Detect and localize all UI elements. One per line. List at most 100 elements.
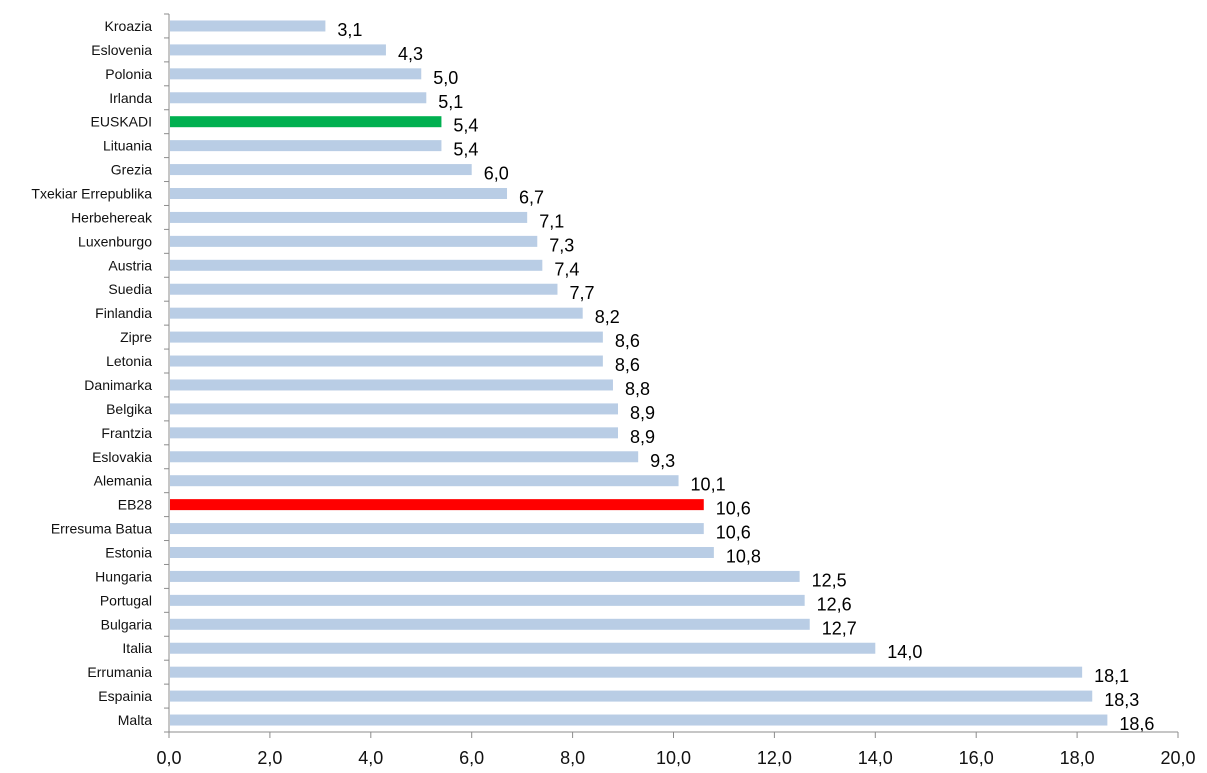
category-label: Polonia bbox=[105, 66, 152, 82]
data-label: 8,9 bbox=[630, 403, 655, 423]
category-label: Grezia bbox=[111, 162, 152, 178]
bar-erresuma-batua bbox=[170, 523, 704, 535]
bar-luxenburgo bbox=[170, 235, 538, 247]
category-label: Danimarka bbox=[84, 377, 152, 393]
bar-hungaria bbox=[170, 570, 800, 582]
data-label: 8,6 bbox=[615, 331, 640, 351]
bar-alemania bbox=[170, 475, 679, 487]
bar-italia bbox=[170, 642, 876, 654]
data-label: 14,0 bbox=[887, 642, 922, 662]
data-label: 6,7 bbox=[519, 188, 544, 208]
bar-bulgaria bbox=[170, 618, 810, 630]
data-label: 5,4 bbox=[453, 140, 478, 160]
data-label: 7,3 bbox=[549, 235, 574, 255]
category-label: Belgika bbox=[106, 401, 152, 417]
bar-malta bbox=[170, 714, 1108, 726]
x-tick-label: 4,0 bbox=[358, 748, 383, 768]
category-label: Suedia bbox=[108, 281, 152, 297]
x-tick-label: 12,0 bbox=[757, 748, 792, 768]
bar-lituania bbox=[170, 140, 442, 152]
bar-austria bbox=[170, 259, 543, 271]
data-label: 9,3 bbox=[650, 451, 675, 471]
bar-frantzia bbox=[170, 427, 618, 439]
bar-suedia bbox=[170, 283, 558, 295]
bar-eslovenia bbox=[170, 44, 386, 56]
bar-irlanda bbox=[170, 92, 427, 104]
data-label: 8,9 bbox=[630, 427, 655, 447]
category-label: EB28 bbox=[118, 497, 152, 513]
data-label: 12,7 bbox=[822, 618, 857, 638]
data-label: 10,8 bbox=[726, 547, 761, 567]
data-label: 6,0 bbox=[484, 164, 509, 184]
category-label: Letonia bbox=[106, 353, 152, 369]
category-label: Austria bbox=[108, 257, 152, 273]
bar-errumania bbox=[170, 666, 1083, 678]
category-label: Luxenburgo bbox=[78, 233, 152, 249]
data-label: 8,2 bbox=[595, 307, 620, 327]
category-label: Estonia bbox=[105, 545, 152, 561]
data-label: 5,0 bbox=[433, 68, 458, 88]
category-label: Zipre bbox=[120, 329, 152, 345]
category-label: Italia bbox=[122, 640, 152, 656]
category-label: Portugal bbox=[100, 592, 152, 608]
category-label: Eslovenia bbox=[91, 42, 152, 58]
category-label: Frantzia bbox=[101, 425, 152, 441]
data-label: 18,6 bbox=[1119, 714, 1154, 734]
category-label: Txekiar Errepublika bbox=[31, 186, 152, 202]
x-tick-label: 6,0 bbox=[459, 748, 484, 768]
bar-finlandia bbox=[170, 307, 583, 319]
data-label: 5,1 bbox=[438, 92, 463, 112]
category-label: Kroazia bbox=[105, 18, 153, 34]
data-label: 10,6 bbox=[716, 499, 751, 519]
bar-euskadi bbox=[170, 116, 442, 128]
category-label: Hungaria bbox=[95, 568, 152, 584]
bar-danimarka bbox=[170, 379, 613, 391]
x-tick-label: 18,0 bbox=[1060, 748, 1095, 768]
category-label: Eslovakia bbox=[92, 449, 152, 465]
bar-eb28 bbox=[170, 499, 704, 511]
category-label: EUSKADI bbox=[91, 114, 152, 130]
x-tick-label: 0,0 bbox=[156, 748, 181, 768]
bar-estonia bbox=[170, 547, 714, 558]
category-label: Errumania bbox=[87, 664, 152, 680]
data-label: 8,8 bbox=[625, 379, 650, 399]
category-label: Finlandia bbox=[95, 305, 152, 321]
category-label: Herbehereak bbox=[71, 209, 153, 225]
data-label: 18,3 bbox=[1104, 690, 1139, 710]
category-label: Erresuma Batua bbox=[51, 521, 152, 537]
bar-txekiar-errepublika bbox=[170, 188, 508, 199]
data-label: 10,1 bbox=[691, 475, 726, 495]
data-label: 7,1 bbox=[539, 211, 564, 231]
data-label: 4,3 bbox=[398, 44, 423, 64]
bar-herbehereak bbox=[170, 211, 528, 223]
data-label: 7,4 bbox=[554, 259, 579, 279]
data-label: 8,6 bbox=[615, 355, 640, 375]
bar-letonia bbox=[170, 355, 603, 367]
data-label: 10,6 bbox=[716, 523, 751, 543]
data-label: 3,1 bbox=[337, 20, 362, 40]
data-label: 7,7 bbox=[569, 283, 594, 303]
bar-espainia bbox=[170, 690, 1093, 702]
bar-zipre bbox=[170, 331, 603, 343]
category-label: Lituania bbox=[103, 138, 152, 154]
category-label: Bulgaria bbox=[101, 616, 153, 632]
category-label: Alemania bbox=[94, 473, 153, 489]
bar-kroazia bbox=[170, 20, 326, 32]
data-label: 12,5 bbox=[812, 570, 847, 590]
x-tick-label: 2,0 bbox=[257, 748, 282, 768]
bar-eslovakia bbox=[170, 451, 639, 463]
bar-grezia bbox=[170, 164, 472, 176]
x-tick-label: 20,0 bbox=[1160, 748, 1195, 768]
x-tick-label: 14,0 bbox=[858, 748, 893, 768]
category-label: Irlanda bbox=[109, 90, 152, 106]
data-label: 5,4 bbox=[453, 116, 478, 136]
data-label: 18,1 bbox=[1094, 666, 1129, 686]
category-label: Espainia bbox=[98, 688, 152, 704]
x-tick-label: 8,0 bbox=[560, 748, 585, 768]
bar-polonia bbox=[170, 68, 422, 80]
bar-belgika bbox=[170, 403, 618, 415]
category-label: Malta bbox=[118, 712, 152, 728]
x-tick-label: 16,0 bbox=[959, 748, 994, 768]
